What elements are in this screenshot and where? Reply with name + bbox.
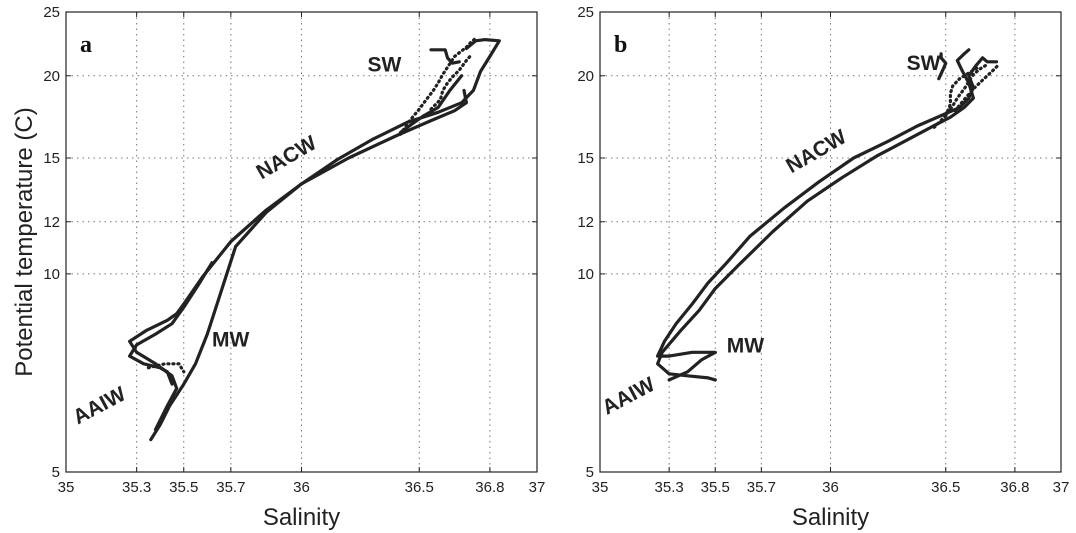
y-axis-label: Potential temperature (C) — [11, 107, 38, 376]
panel-letter: b — [614, 32, 627, 58]
y-tick-label: 5 — [586, 464, 594, 481]
ts-profile-dotted — [146, 362, 186, 374]
x-tick-label: 36 — [293, 479, 310, 496]
x-tick-label: 36.8 — [475, 479, 504, 496]
y-tick-label: 12 — [43, 214, 60, 231]
x-tick-label: 35 — [592, 479, 609, 496]
ts-profile-solid — [149, 37, 501, 442]
x-tick-label: 35.5 — [701, 479, 730, 496]
x-tick-label: 36.5 — [931, 479, 960, 496]
y-tick-label: 5 — [52, 464, 60, 481]
y-tick-label: 25 — [43, 4, 60, 21]
y-tick-label: 15 — [577, 150, 594, 167]
panel-a: 35 35.3 35.5 35.7 36 36.5 36.8 3751012152025SWN… — [11, 4, 545, 531]
y-tick-label: 20 — [43, 68, 60, 85]
panel-b: 35 35.3 35.5 35.7 36 36.5 36.8 37 5 10 12 15 20 25 SW N… — [577, 4, 1069, 531]
ts-profile-solid — [937, 52, 948, 81]
y-tick-label: 10 — [577, 266, 594, 283]
ts-profile-dotted — [953, 62, 1001, 113]
x-tick-label: 35.3 — [122, 479, 151, 496]
water-mass-label-aaiw: AAIW — [598, 373, 658, 420]
x-tick-label: 35.5 — [169, 479, 198, 496]
ts-profile-dotted — [944, 65, 980, 118]
x-tick-label: 36.5 — [405, 479, 434, 496]
y-tick-label: 25 — [577, 4, 594, 21]
x-tick-label: 37 — [1053, 479, 1070, 496]
x-tick-label: 35 — [58, 479, 75, 496]
x-tick-label: 35.7 — [747, 479, 776, 496]
ts-profile-dotted — [429, 53, 473, 111]
y-tick-label: 15 — [43, 150, 60, 167]
water-mass-label-sw: SW — [367, 54, 401, 77]
ts-profile-solid — [655, 48, 976, 382]
x-tick-label: 37 — [529, 479, 546, 496]
x-tick-label: 35.3 — [655, 479, 684, 496]
ts-profile-solid — [422, 74, 464, 118]
water-mass-label-sw: SW — [907, 52, 941, 75]
x-tick-label: 36.8 — [1000, 479, 1029, 496]
x-tick-label: 36 — [822, 479, 839, 496]
water-mass-label-mw: MW — [727, 334, 764, 357]
water-mass-label-aaiw: AAIW — [69, 382, 129, 429]
x-axis-label: Salinity — [792, 504, 869, 531]
water-mass-label-mw: MW — [212, 329, 249, 352]
ts-profile-dotted — [398, 36, 478, 136]
x-tick-label: 35.7 — [216, 479, 245, 496]
x-axis-label: Salinity — [263, 504, 340, 531]
y-tick-label: 12 — [577, 214, 594, 231]
ts-profile-solid — [128, 261, 214, 386]
water-mass-label-nacw: NACW — [782, 125, 850, 178]
panel-letter: a — [80, 32, 92, 58]
y-tick-label: 10 — [43, 266, 60, 283]
ts-profile-solid — [429, 48, 461, 65]
y-tick-label: 20 — [577, 68, 594, 85]
